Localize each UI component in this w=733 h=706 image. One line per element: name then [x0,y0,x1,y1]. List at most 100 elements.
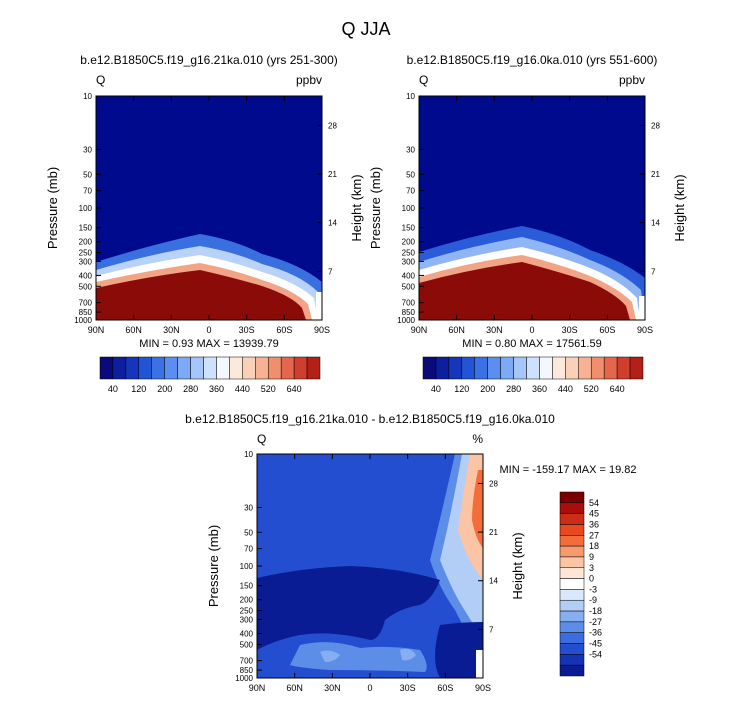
colorbar-cell [559,632,585,644]
y-tick-label: 700 [402,299,416,308]
y-tick-label: 200 [240,596,254,605]
colorbar-cell [565,356,579,380]
colorbar-cell [559,654,585,666]
colorbar-cell [559,599,585,612]
colorbar-cell [559,524,585,536]
panel-a-title: b.e12.B1850C5.f19_g16.21ka.010 (yrs 251-… [80,53,338,67]
colorbar-cell [559,502,585,514]
panel-a: b.e12.B1850C5.f19_g16.21ka.010 (yrs 251-… [45,53,364,394]
colorbar-label: 200 [157,384,172,394]
y2-tick-label: 7 [328,267,333,276]
y-tick-label: 100 [240,562,254,571]
colorbar-label: -45 [589,639,602,649]
colorbar-cell [559,621,585,633]
y2-tick-label: 28 [489,479,498,488]
y2-tick-label: 14 [489,577,498,586]
colorbar-cell [539,356,553,380]
colorbar-label: 40 [108,384,118,394]
x-tick-label: 60N [286,683,303,693]
x-tick-label: 30S [400,683,416,693]
colorbar-label: 280 [506,384,521,394]
y-tick-label: 50 [406,170,415,179]
colorbar-label: 360 [532,384,547,394]
colorbar-label: 200 [480,384,495,394]
colorbar-cell [559,491,585,504]
panel-c: b.e12.B1850C5.f19_g16.21ka.010 - b.e12.B… [185,412,636,693]
panel-a-axes: 90N 60N 30N 0 30S 60S 90S 10 30 50 70 100 150 200 2503… [74,92,337,335]
x-tick-label: 30N [163,325,180,335]
panel-a-right-label: ppbv [296,73,322,87]
y-tick-label: 100 [79,204,93,213]
colorbar-cell [203,356,217,380]
panel-c-y2label: Height (km) [510,532,525,599]
panel-c-left-label: Q [257,432,266,446]
y-tick-label: 150 [79,224,93,233]
colorbar-cell [229,356,243,380]
panel-a-stats: MIN = 0.93 MAX = 13939.79 [139,338,278,350]
y-tick-label: 500 [240,640,254,649]
colorbar-cell [267,356,282,380]
colorbar-cell [306,356,321,380]
colorbar-cell [559,545,585,558]
panel-c-ylabel: Pressure (mb) [206,525,221,607]
panel-b-stats: MIN = 0.80 MAX = 17561.59 [462,338,601,350]
y-tick-label: 400 [402,271,416,280]
colorbar-cell [559,556,585,569]
x-tick-label: 60N [125,325,142,335]
panel-c-stats: MIN = -159.17 MAX = 19.82 [500,464,637,476]
colorbar-label: 18 [589,541,599,551]
colorbar-label: 640 [287,384,302,394]
colorbar-cell [448,356,463,380]
y-tick-label: 200 [79,238,93,247]
y-tick-label: 850 [402,308,416,317]
colorbar-cell [435,356,450,380]
colorbar-label: 27 [589,530,599,540]
colorbar-cell [99,356,114,380]
y-tick-label: 500 [402,282,416,291]
y2-tick-label: 7 [651,267,656,276]
colorbar-cell [590,356,605,380]
y2-tick-label: 7 [489,625,494,634]
panel-b-title: b.e12.B1850C5.f19_g16.0ka.010 (yrs 551-6… [407,53,658,67]
y-tick-label: 300 [79,257,93,266]
colorbar-cell [513,356,527,380]
panel-b-axes: 90N 60N 30N 0 30S 60S 90S 10 30 50 70 100 150 200 2503… [397,92,660,335]
x-tick-label: 30S [562,325,578,335]
x-tick-label: 60S [276,325,292,335]
y-tick-label: 70 [406,187,415,196]
y-tick-label: 100 [402,204,416,213]
x-tick-label: 90N [411,325,428,335]
y-tick-label: 150 [402,224,416,233]
colorbar-label: 54 [589,498,599,508]
y-tick-label: 300 [402,257,416,266]
panel-a-y2label: Height (km) [349,174,364,241]
colorbar-cell [474,356,488,380]
colorbar-label: 3 [589,563,594,573]
y-tick-label: 300 [240,615,254,624]
colorbar-cell [526,356,540,380]
x-tick-label: 30S [239,325,255,335]
panel-a-left-label: Q [96,73,105,87]
panel-b-right-label: ppbv [619,73,645,87]
colorbar-label: -3 [589,584,597,594]
y-tick-label: 50 [83,170,92,179]
colorbar-cell [559,643,585,655]
colorbar-cell [629,356,644,380]
x-tick-label: 60S [599,325,615,335]
colorbar-cell [293,356,308,380]
colorbar-label: -27 [589,617,602,627]
y-tick-label: 200 [402,238,416,247]
colorbar-cell [559,589,585,601]
y-tick-label: 400 [240,629,254,638]
panel-b-colorbar: 40 120 200 280 360 440 520 640 [422,356,644,394]
colorbar-cell [559,535,585,547]
y-tick-label: 1000 [397,316,415,325]
y-tick-label: 50 [244,528,253,537]
panel-c-field [257,454,483,678]
colorbar-cell [603,356,618,380]
colorbar-label: 9 [589,552,594,562]
panel-b-y2label: Height (km) [672,174,687,241]
y-tick-label: 1000 [235,674,253,683]
panel-b: b.e12.B1850C5.f19_g16.0ka.010 (yrs 551-6… [368,53,687,394]
